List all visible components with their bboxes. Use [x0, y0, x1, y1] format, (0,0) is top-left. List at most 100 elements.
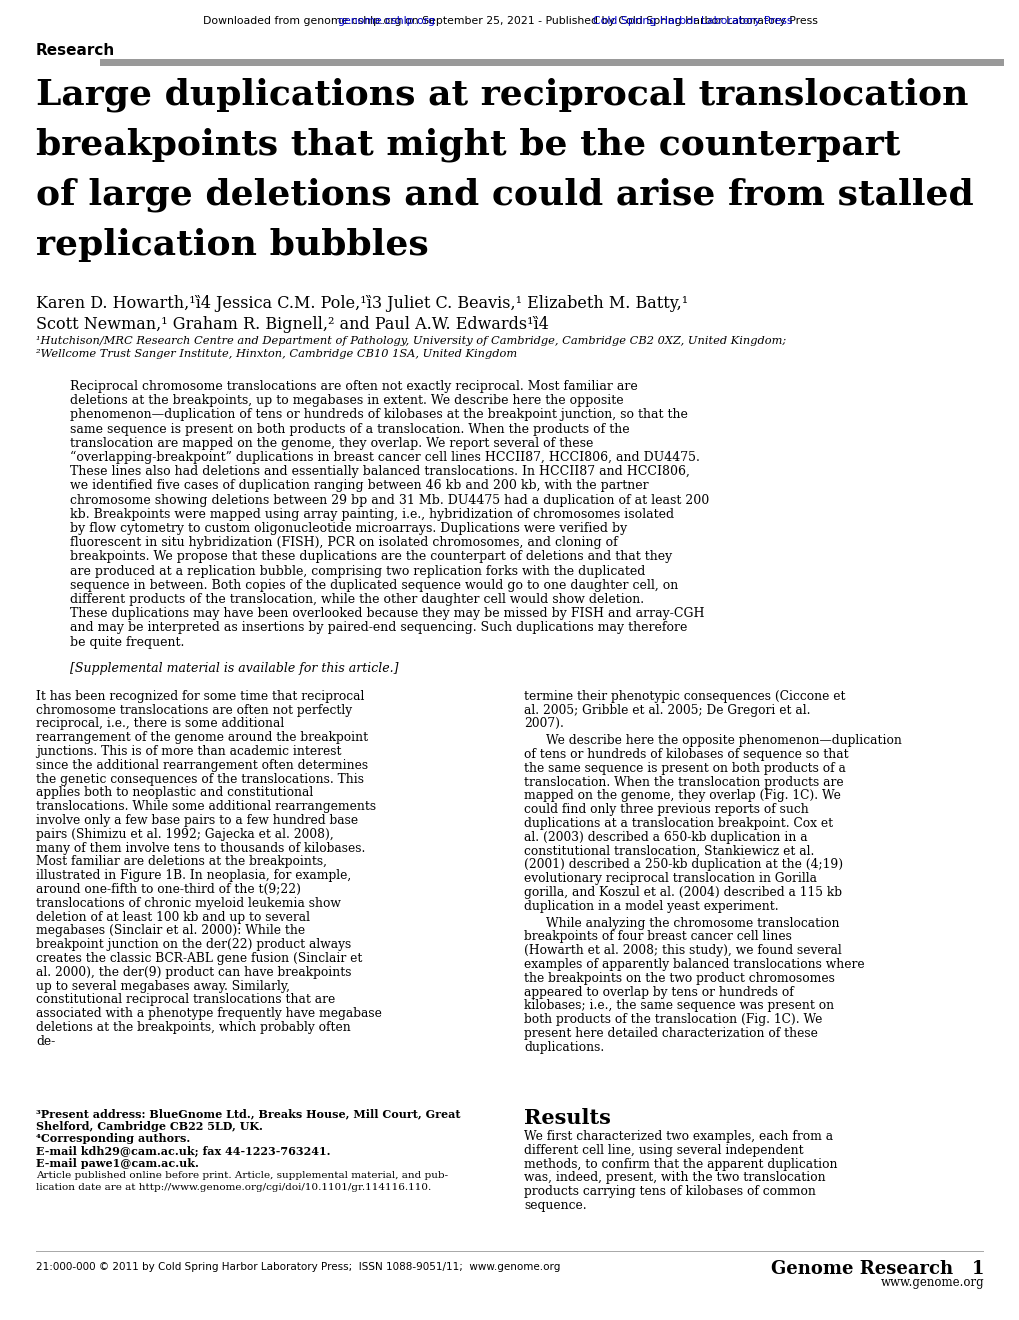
Text: Results: Results — [524, 1107, 610, 1129]
Text: the same sequence is present on both products of a: the same sequence is present on both pro… — [524, 762, 845, 775]
Text: many of them involve tens to thousands of kilobases.: many of them involve tens to thousands o… — [36, 842, 365, 854]
Text: both products of the translocation (Fig. 1C). We: both products of the translocation (Fig.… — [524, 1014, 821, 1026]
Text: These lines also had deletions and essentially balanced translocations. In HCCII: These lines also had deletions and essen… — [70, 465, 689, 478]
Text: genome.cshlp.org: genome.cshlp.org — [337, 16, 435, 26]
Text: Shelford, Cambridge CB22 5LD, UK.: Shelford, Cambridge CB22 5LD, UK. — [36, 1121, 263, 1131]
Text: applies both to neoplastic and constitutional: applies both to neoplastic and constitut… — [36, 787, 313, 800]
Text: It has been recognized for some time that reciprocal: It has been recognized for some time tha… — [36, 690, 364, 702]
Text: around one-fifth to one-third of the t(9;22): around one-fifth to one-third of the t(9… — [36, 883, 301, 896]
Text: by flow cytometry to custom oligonucleotide microarrays. Duplications were verif: by flow cytometry to custom oligonucleot… — [70, 521, 627, 535]
Text: We describe here the opposite phenomenon—duplication: We describe here the opposite phenomenon… — [545, 734, 901, 747]
Text: de-: de- — [36, 1035, 55, 1048]
Text: These duplications may have been overlooked because they may be missed by FISH a: These duplications may have been overloo… — [70, 607, 704, 620]
Text: breakpoint junction on the der(22) product always: breakpoint junction on the der(22) produ… — [36, 939, 351, 952]
Text: up to several megabases away. Similarly,: up to several megabases away. Similarly, — [36, 979, 289, 993]
Text: termine their phenotypic consequences (Ciccone et: termine their phenotypic consequences (C… — [524, 690, 845, 702]
Bar — [100, 59, 1003, 66]
Text: ²Wellcome Trust Sanger Institute, Hinxton, Cambridge CB10 1SA, United Kingdom: ²Wellcome Trust Sanger Institute, Hinxto… — [36, 348, 517, 359]
Text: mapped on the genome, they overlap (Fig. 1C). We: mapped on the genome, they overlap (Fig.… — [524, 789, 840, 803]
Text: “overlapping-breakpoint” duplications in breast cancer cell lines HCCII87, HCCI8: “overlapping-breakpoint” duplications in… — [70, 451, 699, 465]
Text: kilobases; i.e., the same sequence was present on: kilobases; i.e., the same sequence was p… — [524, 999, 834, 1012]
Text: rearrangement of the genome around the breakpoint: rearrangement of the genome around the b… — [36, 731, 368, 744]
Text: and may be interpreted as insertions by paired-end sequencing. Such duplications: and may be interpreted as insertions by … — [70, 622, 687, 635]
Text: E-mail pawe1@cam.ac.uk.: E-mail pawe1@cam.ac.uk. — [36, 1158, 199, 1170]
Text: sequence in between. Both copies of the duplicated sequence would go to one daug: sequence in between. Both copies of the … — [70, 578, 678, 591]
Text: different cell line, using several independent: different cell line, using several indep… — [524, 1144, 803, 1156]
Text: was, indeed, present, with the two translocation: was, indeed, present, with the two trans… — [524, 1171, 824, 1184]
Text: the genetic consequences of the translocations. This: the genetic consequences of the transloc… — [36, 772, 364, 785]
Text: lication date are at http://www.genome.org/cgi/doi/10.1101/gr.114116.110.: lication date are at http://www.genome.o… — [36, 1183, 431, 1192]
Text: Article published online before print. Article, supplemental material, and pub-: Article published online before print. A… — [36, 1171, 447, 1180]
Text: Genome Research   1: Genome Research 1 — [770, 1261, 983, 1278]
Text: constitutional reciprocal translocations that are: constitutional reciprocal translocations… — [36, 994, 335, 1006]
Text: 2007).: 2007). — [524, 717, 564, 730]
Text: evolutionary reciprocal translocation in Gorilla: evolutionary reciprocal translocation in… — [524, 873, 816, 886]
Text: chromosome showing deletions between 29 bp and 31 Mb. DU4475 had a duplication o: chromosome showing deletions between 29 … — [70, 494, 708, 507]
Text: of tens or hundreds of kilobases of sequence so that: of tens or hundreds of kilobases of sequ… — [524, 748, 848, 762]
Text: fluorescent in situ hybridization (FISH), PCR on isolated chromosomes, and cloni: fluorescent in situ hybridization (FISH)… — [70, 536, 618, 549]
Text: we identified five cases of duplication ranging between 46 kb and 200 kb, with t: we identified five cases of duplication … — [70, 479, 648, 492]
Text: appeared to overlap by tens or hundreds of: appeared to overlap by tens or hundreds … — [524, 986, 793, 999]
Text: involve only a few base pairs to a few hundred base: involve only a few base pairs to a few h… — [36, 814, 358, 828]
Text: ¹Hutchison/MRC Research Centre and Department of Pathology, University of Cambri: ¹Hutchison/MRC Research Centre and Depar… — [36, 337, 786, 346]
Text: We first characterized two examples, each from a: We first characterized two examples, eac… — [524, 1130, 833, 1143]
Text: [Supplemental material is available for this article.]: [Supplemental material is available for … — [70, 661, 398, 675]
Text: (Howarth et al. 2008; this study), we found several: (Howarth et al. 2008; this study), we fo… — [524, 944, 841, 957]
Text: different products of the translocation, while the other daughter cell would sho: different products of the translocation,… — [70, 593, 643, 606]
Text: ³Present address: BlueGnome Ltd., Breaks House, Mill Court, Great: ³Present address: BlueGnome Ltd., Breaks… — [36, 1107, 460, 1119]
Text: deletions at the breakpoints, which probably often: deletions at the breakpoints, which prob… — [36, 1020, 351, 1034]
Text: Karen D. Howarth,¹ȉ4 Jessica C.M. Pole,¹ȉ3 Juliet C. Beavis,¹ Elizabeth M. Batty: Karen D. Howarth,¹ȉ4 Jessica C.M. Pole,¹… — [36, 294, 688, 312]
Text: While analyzing the chromosome translocation: While analyzing the chromosome transloca… — [545, 916, 839, 929]
Text: duplications at a translocation breakpoint. Cox et: duplications at a translocation breakpoi… — [524, 817, 833, 830]
Text: pairs (Shimizu et al. 1992; Gajecka et al. 2008),: pairs (Shimizu et al. 1992; Gajecka et a… — [36, 828, 333, 841]
Text: al. (2003) described a 650-kb duplication in a: al. (2003) described a 650-kb duplicatio… — [524, 830, 807, 843]
Text: chromosome translocations are often not perfectly: chromosome translocations are often not … — [36, 704, 352, 717]
Text: present here detailed characterization of these: present here detailed characterization o… — [524, 1027, 817, 1040]
Text: Reciprocal chromosome translocations are often not exactly reciprocal. Most fami: Reciprocal chromosome translocations are… — [70, 380, 637, 393]
Text: associated with a phenotype frequently have megabase: associated with a phenotype frequently h… — [36, 1007, 381, 1020]
Text: since the additional rearrangement often determines: since the additional rearrangement often… — [36, 759, 368, 772]
Text: translocations. While some additional rearrangements: translocations. While some additional re… — [36, 800, 376, 813]
Text: Scott Newman,¹ Graham R. Bignell,² and Paul A.W. Edwards¹ȉ4: Scott Newman,¹ Graham R. Bignell,² and P… — [36, 315, 548, 333]
Text: reciprocal, i.e., there is some additional: reciprocal, i.e., there is some addition… — [36, 717, 284, 730]
Text: illustrated in Figure 1B. In neoplasia, for example,: illustrated in Figure 1B. In neoplasia, … — [36, 869, 351, 882]
Text: Cold Spring Harbor Laboratory Press: Cold Spring Harbor Laboratory Press — [592, 16, 792, 26]
Text: are produced at a replication bubble, comprising two replication forks with the : are produced at a replication bubble, co… — [70, 565, 645, 578]
Text: replication bubbles: replication bubbles — [36, 228, 428, 261]
Text: Large duplications at reciprocal translocation: Large duplications at reciprocal translo… — [36, 78, 968, 112]
Text: Most familiar are deletions at the breakpoints,: Most familiar are deletions at the break… — [36, 855, 327, 869]
Text: deletion of at least 100 kb and up to several: deletion of at least 100 kb and up to se… — [36, 911, 310, 924]
Text: products carrying tens of kilobases of common: products carrying tens of kilobases of c… — [524, 1185, 815, 1199]
Text: translocations of chronic myeloid leukemia show: translocations of chronic myeloid leukem… — [36, 896, 340, 909]
Text: translocation. When the translocation products are: translocation. When the translocation pr… — [524, 776, 843, 788]
Text: creates the classic BCR-ABL gene fusion (Sinclair et: creates the classic BCR-ABL gene fusion … — [36, 952, 362, 965]
Text: megabases (Sinclair et al. 2000): While the: megabases (Sinclair et al. 2000): While … — [36, 924, 305, 937]
Text: constitutional translocation, Stankiewicz et al.: constitutional translocation, Stankiewic… — [524, 845, 813, 858]
Text: of large deletions and could arise from stalled: of large deletions and could arise from … — [36, 178, 973, 213]
Text: translocation are mapped on the genome, they overlap. We report several of these: translocation are mapped on the genome, … — [70, 437, 593, 450]
Text: 21:000-000 © 2011 by Cold Spring Harbor Laboratory Press;  ISSN 1088-9051/11;  w: 21:000-000 © 2011 by Cold Spring Harbor … — [36, 1262, 559, 1272]
Text: deletions at the breakpoints, up to megabases in extent. We describe here the op: deletions at the breakpoints, up to mega… — [70, 395, 623, 407]
Text: al. 2005; Gribble et al. 2005; De Gregori et al.: al. 2005; Gribble et al. 2005; De Gregor… — [524, 704, 810, 717]
Text: the breakpoints on the two product chromosomes: the breakpoints on the two product chrom… — [524, 972, 835, 985]
Text: Research: Research — [36, 44, 115, 58]
Text: gorilla, and Koszul et al. (2004) described a 115 kb: gorilla, and Koszul et al. (2004) descri… — [524, 886, 841, 899]
Text: ⁴Corresponding authors.: ⁴Corresponding authors. — [36, 1133, 191, 1144]
Text: could find only three previous reports of such: could find only three previous reports o… — [524, 803, 808, 816]
Text: duplication in a model yeast experiment.: duplication in a model yeast experiment. — [524, 900, 777, 913]
Text: kb. Breakpoints were mapped using array painting, i.e., hybridization of chromos: kb. Breakpoints were mapped using array … — [70, 508, 674, 521]
Text: be quite frequent.: be quite frequent. — [70, 636, 184, 648]
Text: breakpoints. We propose that these duplications are the counterpart of deletions: breakpoints. We propose that these dupli… — [70, 550, 672, 564]
Text: examples of apparently balanced translocations where: examples of apparently balanced transloc… — [524, 958, 864, 972]
Text: duplications.: duplications. — [524, 1040, 603, 1053]
Text: (2001) described a 250-kb duplication at the (4;19): (2001) described a 250-kb duplication at… — [524, 858, 843, 871]
Text: sequence.: sequence. — [524, 1199, 586, 1212]
Text: phenomenon—duplication of tens or hundreds of kilobases at the breakpoint juncti: phenomenon—duplication of tens or hundre… — [70, 408, 687, 421]
Text: methods, to confirm that the apparent duplication: methods, to confirm that the apparent du… — [524, 1158, 837, 1171]
Text: Downloaded from genome.cshlp.org on September 25, 2021 - Published by Cold Sprin: Downloaded from genome.cshlp.org on Sept… — [203, 16, 816, 26]
Text: breakpoints that might be the counterpart: breakpoints that might be the counterpar… — [36, 128, 900, 162]
Text: breakpoints of four breast cancer cell lines: breakpoints of four breast cancer cell l… — [524, 931, 791, 944]
Text: same sequence is present on both products of a translocation. When the products : same sequence is present on both product… — [70, 422, 629, 436]
Text: junctions. This is of more than academic interest: junctions. This is of more than academic… — [36, 744, 341, 758]
Text: E-mail kdh29@cam.ac.uk; fax 44-1223-763241.: E-mail kdh29@cam.ac.uk; fax 44-1223-7632… — [36, 1146, 330, 1156]
